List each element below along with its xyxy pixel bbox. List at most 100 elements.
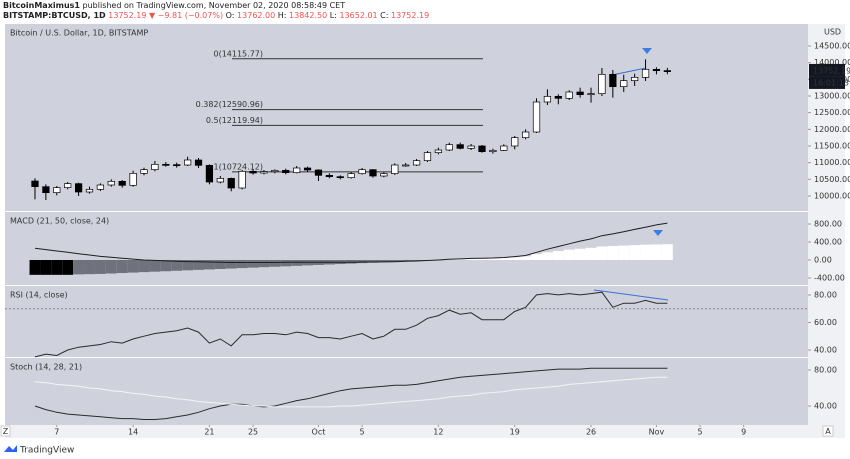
candle-body	[489, 149, 497, 153]
histogram-bar	[280, 259, 292, 267]
candle-body	[238, 170, 246, 189]
x-tick-label: 19	[510, 428, 520, 437]
histogram-bar	[313, 259, 324, 265]
candle-body	[532, 101, 541, 133]
histogram-bar	[640, 244, 651, 260]
candle-body	[609, 73, 617, 88]
panel-title: Stoch (14, 28, 21)	[10, 363, 82, 372]
candle-body	[64, 183, 72, 189]
trendline	[611, 67, 647, 76]
histogram-bar	[225, 259, 237, 269]
candle-body	[227, 177, 235, 189]
histogram-bar	[465, 258, 477, 260]
histogram-bar	[618, 245, 630, 260]
change: ▼ −9.81 (−0.07%)	[148, 11, 224, 20]
button[interactable]	[822, 425, 834, 437]
candle-body	[184, 159, 192, 166]
symbol-line: BITSTAMP:BTCUSD, 1D 13752.19 ▼ −9.81 (−0…	[3, 11, 429, 20]
x-tick-label: 21	[204, 428, 214, 437]
histogram-bar	[629, 245, 641, 260]
candle-body	[162, 163, 170, 166]
candle-body	[205, 164, 214, 183]
histogram-bar	[94, 259, 106, 274]
histogram-bar	[509, 257, 521, 260]
line	[34, 376, 668, 408]
histogram-bar	[411, 259, 423, 261]
time-axis-bg	[5, 425, 845, 438]
histogram-bar	[182, 259, 194, 271]
histogram-bar	[520, 256, 532, 260]
y-tick-label: 11500.00	[814, 142, 850, 151]
fib-label: 0.5(12119.94)	[206, 116, 263, 125]
y-tick-label: 13000.00	[814, 92, 850, 101]
y-tick-label: 13500.00	[814, 75, 850, 84]
x-tick-label: 9	[741, 428, 746, 437]
candle-body	[249, 170, 257, 174]
candle-body	[282, 169, 290, 174]
candle-body	[434, 149, 443, 154]
candle-body	[151, 163, 159, 171]
histogram-bar	[105, 259, 117, 274]
candle-body	[598, 73, 606, 95]
histogram-bar	[160, 259, 172, 272]
panel-title: Bitcoin / U.S. Dollar, 1D, BITSTAMP	[10, 29, 148, 38]
button[interactable]	[0, 425, 11, 437]
y-tick-label: 10500.00	[814, 175, 850, 184]
candle-body	[107, 180, 115, 186]
logo	[4, 445, 17, 452]
ohlc-key: C:	[380, 11, 389, 20]
histogram-bar	[596, 246, 608, 260]
button-label[interactable]: Z	[3, 427, 9, 436]
candle-body	[576, 91, 584, 96]
button-label[interactable]: A	[825, 427, 831, 436]
line	[34, 291, 668, 358]
candle-body	[129, 172, 137, 186]
x-tick-label: 12	[433, 428, 443, 437]
y-tick-label: -400.00	[814, 273, 845, 282]
candle-body	[663, 70, 671, 72]
x-tick-label: 7	[54, 428, 59, 437]
histogram-bar	[193, 259, 204, 270]
histogram-bar	[302, 259, 314, 266]
x-tick-label: Nov	[649, 428, 665, 437]
countdown-label: 16:01:13	[813, 78, 849, 87]
candle-body	[391, 164, 399, 175]
histogram-bar	[29, 259, 41, 275]
x-tick-label: Oct	[312, 428, 326, 437]
candle-body	[380, 173, 388, 177]
candle-body	[641, 68, 650, 78]
candle-body	[587, 93, 595, 96]
histogram-bar	[487, 258, 499, 260]
histogram-bar	[203, 259, 215, 270]
candle-body	[194, 159, 203, 166]
macd-line	[34, 222, 668, 263]
candle-body	[118, 180, 126, 186]
candle-body	[620, 80, 628, 88]
countdown-tag	[809, 76, 845, 89]
price-tag	[809, 63, 845, 77]
x-tick-label: 26	[586, 428, 596, 437]
histogram-bar	[563, 249, 575, 260]
histogram-bar	[247, 259, 259, 268]
candle-body	[631, 76, 639, 82]
histogram-bar	[116, 259, 128, 274]
candle-body	[423, 152, 432, 162]
histogram-bar	[607, 246, 619, 260]
candle-body	[74, 183, 83, 193]
histogram-bar	[62, 259, 74, 275]
candle-body	[173, 164, 181, 167]
histogram-bar	[127, 259, 139, 273]
y-tick-label: 14000.00	[814, 58, 850, 67]
x-tick-label: 5	[698, 428, 703, 437]
candle-body	[467, 145, 475, 149]
panel-title: MACD (21, 50, close, 24)	[10, 217, 109, 226]
candle-body	[53, 187, 61, 194]
candle-body	[260, 171, 268, 174]
y-tick-label: 12500.00	[814, 108, 850, 117]
y-tick-label: 14500.00	[814, 42, 850, 51]
y-tick-label: 80.00	[814, 365, 837, 374]
candle-body	[478, 145, 486, 153]
candle-body	[31, 180, 39, 188]
histogram-bar	[236, 259, 248, 269]
histogram-bar	[356, 259, 368, 264]
